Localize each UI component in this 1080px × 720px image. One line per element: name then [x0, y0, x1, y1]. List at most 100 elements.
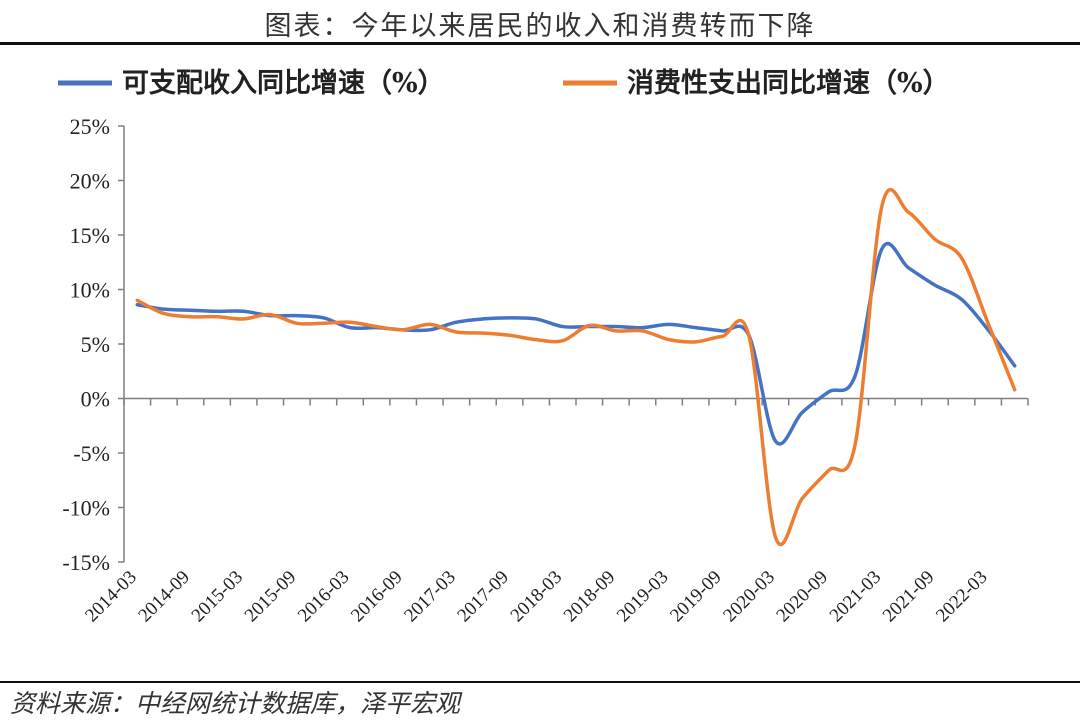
legend: 可支配收入同比增速（%） 消费性支出同比增速（%） [58, 67, 950, 99]
x-tick-label: 2016-09 [347, 567, 407, 627]
data-point-consumption [615, 330, 617, 332]
data-point-consumption [375, 325, 378, 328]
data-point-consumption [774, 536, 777, 538]
x-tick-label: 2020-09 [772, 567, 832, 627]
data-point-consumption [907, 211, 909, 213]
data-point-consumption [960, 257, 963, 259]
y-tick-label: 5% [81, 332, 110, 357]
line-chart: 可支配收入同比增速（%） 消费性支出同比增速（%） 25% 20% 15% 10% 5%… [58, 67, 1029, 627]
data-point-consumption [695, 341, 697, 343]
x-tick-label: 2016-03 [294, 567, 354, 627]
data-point-income [907, 267, 909, 269]
data-point-income [641, 327, 644, 329]
data-point-income [296, 315, 298, 317]
data-point-income [801, 412, 803, 414]
x-tick-label: 2017-03 [400, 567, 460, 627]
data-point-consumption [668, 339, 670, 341]
data-point-consumption [296, 322, 298, 324]
data-point-income [668, 323, 670, 325]
data-point-consumption [748, 334, 750, 336]
x-tick-label: 2019-09 [666, 567, 726, 627]
data-point-income [322, 317, 325, 319]
y-tick-label: 15% [70, 223, 110, 248]
data-point-income [243, 310, 245, 312]
legend-label-consumption: 消费性支出同比增速（%） [627, 67, 950, 99]
x-axis: 2014-032014-092015-032015-092016-032016-… [81, 397, 1029, 627]
y-tick-label: -5% [73, 441, 110, 466]
data-point-consumption [402, 329, 404, 331]
x-tick-label: 2021-09 [879, 567, 939, 627]
data-point-consumption [429, 323, 431, 325]
y-tick-label: -15% [62, 550, 110, 575]
data-point-consumption [881, 206, 883, 208]
data-point-income [721, 330, 723, 332]
x-tick-label: 2019-03 [613, 567, 673, 627]
data-point-income [987, 329, 989, 331]
data-point-consumption [588, 324, 590, 327]
x-tick-label: 2017-09 [453, 567, 513, 627]
data-point-income [429, 329, 431, 331]
y-tick-label: -10% [62, 496, 110, 521]
data-point-consumption [163, 312, 165, 315]
data-point-income [827, 391, 830, 393]
data-point-consumption [322, 322, 325, 324]
data-point-consumption [349, 321, 351, 323]
data-point-consumption [189, 316, 192, 318]
x-tick-label: 2014-09 [134, 567, 194, 627]
data-point-consumption [455, 331, 457, 333]
data-point-consumption [216, 316, 218, 318]
data-point-consumption [721, 335, 723, 337]
data-point-income [535, 318, 537, 320]
data-point-consumption [827, 469, 830, 472]
y-tick-label: 25% [70, 114, 110, 139]
data-point-income [774, 440, 777, 442]
data-point-income [349, 327, 351, 329]
data-point-consumption [508, 334, 511, 336]
data-point-consumption [482, 332, 484, 334]
x-tick-label: 2015-09 [241, 567, 301, 627]
data-point-consumption [535, 339, 537, 341]
data-point-consumption [641, 330, 644, 332]
data-point-income [1014, 365, 1016, 367]
title-divider [0, 42, 1080, 45]
x-tick-label: 2014-03 [81, 567, 141, 627]
series-line-income [135, 241, 1017, 446]
data-point-income [216, 310, 218, 312]
data-point-income [163, 308, 165, 310]
data-point-income [562, 325, 564, 328]
data-point-income [508, 317, 511, 319]
data-point-income [455, 321, 457, 323]
series-line-consumption [135, 187, 1017, 547]
data-point-consumption [243, 318, 245, 320]
y-tick-label: 10% [70, 278, 110, 303]
data-point-income [615, 325, 617, 328]
data-point-income [136, 304, 138, 306]
data-point-income [854, 375, 856, 377]
chart-title: 图表：今年以来居民的收入和消费转而下降 [264, 11, 816, 42]
source-note: 资料来源：中经网统计数据库，泽平宏观 [10, 689, 461, 718]
data-point-income [960, 298, 963, 300]
data-point-income [934, 284, 936, 286]
legend-label-income: 可支配收入同比增速（%） [122, 67, 445, 99]
y-axis: 25% 20% 15% 10% 5% 0% -5% -10% -15% [62, 114, 125, 575]
data-point-income [695, 327, 697, 329]
data-point-income [881, 248, 883, 250]
data-point-consumption [854, 443, 856, 445]
data-point-consumption [562, 340, 564, 342]
y-tick-label: 0% [81, 387, 110, 412]
data-point-consumption [987, 322, 989, 324]
footer-divider [0, 681, 1080, 683]
data-point-consumption [934, 238, 936, 240]
data-point-consumption [801, 498, 803, 500]
x-tick-label: 2021-03 [826, 567, 886, 627]
y-tick-label: 20% [70, 169, 110, 194]
x-tick-label: 2018-03 [507, 567, 567, 627]
data-point-income [189, 309, 192, 311]
data-point-consumption [269, 313, 271, 316]
x-tick-label: 2020-03 [719, 567, 779, 627]
x-tick-label: 2022-03 [932, 567, 992, 627]
data-point-consumption [136, 299, 138, 301]
x-tick-label: 2015-03 [188, 567, 248, 627]
x-tick-label: 2018-09 [560, 567, 620, 627]
data-point-consumption [1014, 389, 1016, 391]
